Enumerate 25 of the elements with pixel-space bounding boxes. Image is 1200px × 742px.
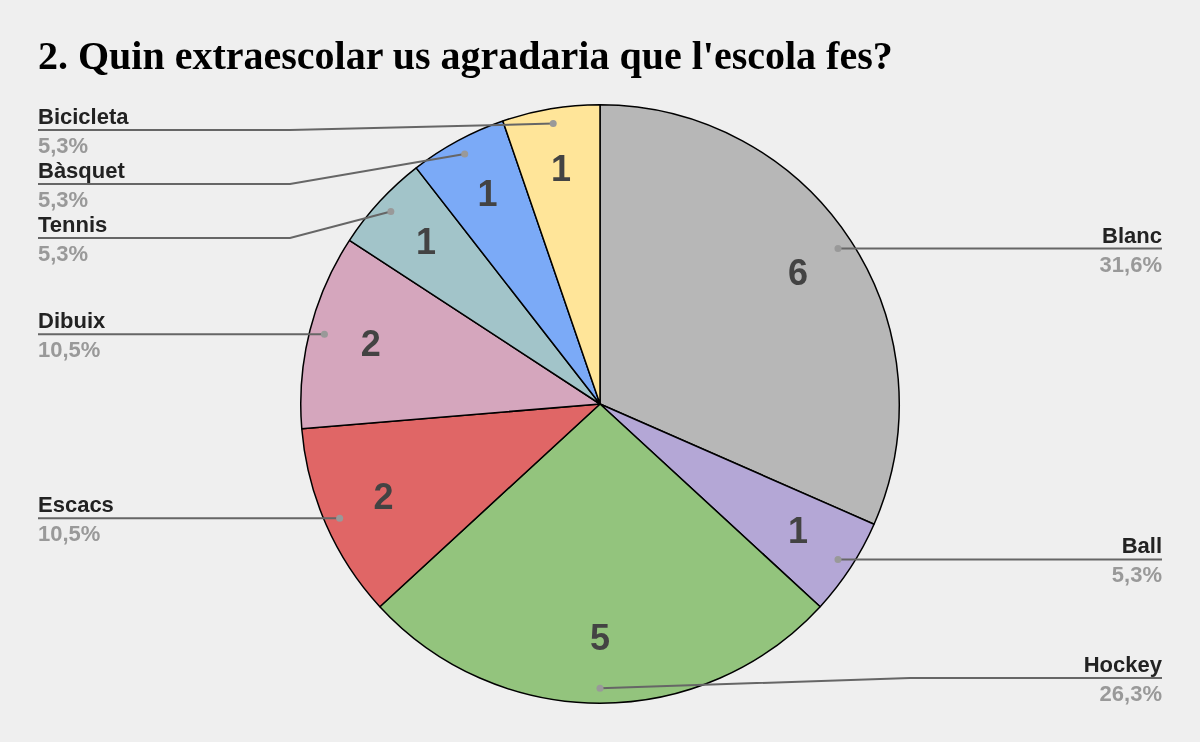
slice-label: Escacs	[38, 492, 114, 518]
text: 26,3%	[1099, 681, 1162, 706]
slice-label: Blanc	[1102, 222, 1162, 248]
data-label: 1	[551, 147, 572, 189]
slice-label: Bicicleta	[38, 104, 130, 129]
text: 5,3%	[38, 133, 89, 158]
text: 10,5%	[38, 337, 101, 363]
slice-label: Bàsquet	[38, 158, 126, 183]
data-label: 6	[787, 251, 808, 293]
chart-title: 2. Quin extraescolar us agradaria que l'escola fes?	[38, 32, 893, 79]
text: 10,5%	[38, 521, 101, 547]
data-label: 2	[373, 475, 394, 517]
data-label: 1	[477, 173, 498, 215]
data-label: 1	[787, 510, 808, 552]
text: 31,6%	[1099, 251, 1162, 277]
text: 5,3%	[38, 241, 89, 266]
data-label: 5	[589, 617, 611, 659]
slice-label: Hockey	[1083, 652, 1163, 677]
data-label: 1	[416, 220, 437, 262]
slice-label: Dibuix	[38, 308, 106, 334]
slice-label: Tennis	[38, 212, 108, 237]
data-label: 2	[360, 322, 381, 364]
text: 5,3%	[38, 187, 89, 212]
slice-label: Ball	[1121, 533, 1162, 559]
text: 5,3%	[1111, 562, 1162, 588]
